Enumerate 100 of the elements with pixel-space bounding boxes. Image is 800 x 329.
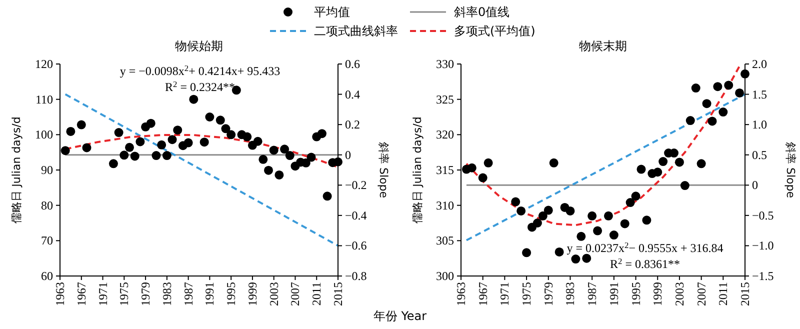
y2-tick-label: 0 [752,178,758,192]
point [253,136,262,146]
point [168,135,177,144]
point [642,216,652,225]
y-tick-label: 90 [41,163,53,177]
point [189,94,198,104]
point [205,112,214,122]
point [120,150,129,160]
x-tick-label: 2011 [310,282,324,306]
annotation: y = 0.0237x$^{2}$− 0.9555x + 316.84 [566,240,724,255]
annotation: R$^{2}$ = 0.8361** [610,256,680,271]
y-tick-label: 100 [35,128,53,142]
x-tick-label: 2007 [694,282,708,306]
point [696,159,706,168]
point [582,254,592,263]
point [280,144,290,154]
point [130,152,140,161]
y2-axis-title: 斜率 Slope [784,142,797,198]
point [576,232,586,241]
y2-tick-label: 2.0 [752,57,767,71]
x-tick-label: 2015 [738,282,752,306]
point [554,247,564,256]
y-tick-label: 110 [35,92,53,106]
x-tick-label: 1963 [53,282,67,306]
point [478,173,488,182]
point [571,254,580,264]
point [173,126,182,135]
point [516,206,526,216]
point [708,116,717,126]
x-tick-label: 1967 [74,282,88,306]
point [146,118,156,128]
point [258,154,268,164]
y-axis-title: 儒略日 Julian days/d [411,116,424,224]
x-tick-label: 1975 [117,282,132,306]
point [609,230,618,240]
x-tick-label: 1991 [202,282,217,306]
x-tick-label: 1987 [181,282,196,306]
point [691,84,700,93]
y-tick-label: 310 [436,198,454,212]
point [653,168,662,177]
point [60,146,70,156]
y2-axis-title: 斜率 Slope [377,142,390,198]
y-axis-title: 儒略日 Julian days/d [10,116,23,224]
y-tick-label: 300 [436,269,454,283]
point [108,159,118,168]
point [322,192,332,201]
point [200,138,209,147]
point [216,116,225,125]
point [269,146,278,155]
point [724,80,734,90]
chart-title: 物候始期 [175,39,223,53]
point [626,198,635,208]
point [152,151,161,160]
point [66,126,76,136]
point [157,140,166,150]
x-tick-label: 1971 [498,282,512,306]
x-tick-label: 1991 [606,282,621,306]
point [686,116,695,126]
x-tick-label: 1971 [96,282,110,306]
y-tick-label: 325 [436,92,454,106]
y2-tick-label: 0.6 [345,57,360,71]
y2-tick-label: −0.2 [345,178,367,192]
x-tick-label: 1999 [245,282,260,306]
point [274,170,284,180]
point [226,130,236,140]
y2-tick-label: −0.8 [345,269,367,283]
y-tick-label: 80 [41,198,53,212]
x-tick-label: 1995 [224,282,238,306]
point [511,197,520,206]
x-tick-label: 1963 [454,282,468,306]
point [162,151,172,160]
point [242,132,252,142]
x-tick-label: 1995 [628,282,643,306]
legend-label: 斜率0值线 [454,5,510,19]
point [631,192,640,201]
y2-tick-label: −1.0 [752,238,774,253]
point [713,82,722,92]
point [544,206,553,215]
point [674,158,684,167]
point [549,158,558,168]
point [566,206,575,216]
x-tick-label: 1979 [541,282,556,306]
x-tick-label: 1975 [520,282,534,306]
y2-tick-label: 0 [345,148,351,162]
point [317,129,326,138]
legend-label: 平均值 [314,5,350,19]
point [658,157,668,166]
chart-title: 物候末期 [579,39,627,53]
point [306,152,316,162]
point [588,211,597,220]
point [522,248,532,258]
y-tick-label: 70 [41,234,53,248]
y2-tick-label: 0.2 [345,118,360,132]
legend-label: 二项式曲线斜率 [314,24,398,38]
annotation: y = −0.0098x$^{2}$+ 0.4214x+ 95.433 [120,64,280,78]
y2-tick-label: −0.6 [345,238,367,253]
x-axis-title: 年份 Year [373,309,427,323]
point [532,218,542,228]
point [184,138,193,148]
y-tick-label: 330 [436,57,454,71]
